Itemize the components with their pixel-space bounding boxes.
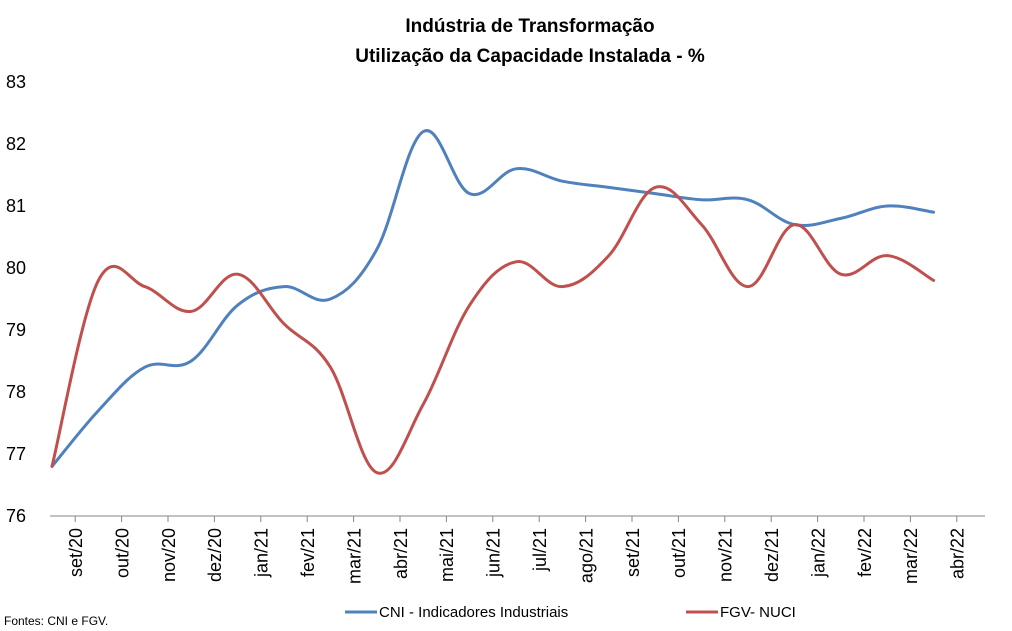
y-tick-label: 83: [6, 72, 26, 92]
x-tick-label: dez/21: [762, 528, 782, 582]
x-tick-label: set/20: [66, 528, 86, 577]
x-tick-label: fev/22: [855, 528, 875, 577]
legend-label-cni: CNI - Indicadores Industriais: [379, 604, 568, 621]
legend-item-cni: CNI - Indicadores Industriais: [345, 604, 568, 621]
x-tick-label: mar/22: [901, 528, 921, 584]
legend: CNI - Indicadores Industriais FGV- NUCI: [345, 604, 796, 621]
series-line-cni: [50, 129, 936, 468]
x-tick-label: abr/21: [391, 528, 411, 579]
x-tick-label: out/20: [112, 528, 132, 578]
y-tick-label: 79: [6, 320, 26, 340]
x-tick-label: jan/21: [252, 528, 272, 578]
x-tick-label: nov/20: [159, 528, 179, 582]
y-tick-label: 76: [6, 506, 26, 526]
x-axis: set/20 out/20 nov/20 dez/20 jan/21 fev/21 mar/…: [50, 515, 985, 584]
x-tick-label: jan/22: [808, 528, 828, 578]
x-tick-label: jun/21: [484, 528, 504, 578]
chart-subtitle: Utilização da Capacidade Instalada - %: [355, 46, 705, 67]
series-line-fgv: [50, 185, 936, 475]
y-tick-label: 77: [6, 444, 26, 464]
y-tick-label: 82: [6, 134, 26, 154]
x-tick-label: out/21: [669, 528, 689, 578]
x-tick-label: jul/21: [530, 528, 550, 572]
x-tick-label: mai/21: [437, 528, 457, 582]
y-tick-label: 81: [6, 196, 26, 216]
source-note: Fontes: CNI e FGV.: [4, 614, 108, 628]
x-tick-label: fev/21: [298, 528, 318, 577]
legend-item-fgv: FGV- NUCI: [686, 604, 796, 621]
y-tick-label: 80: [6, 258, 26, 278]
x-tick-label: abr/22: [948, 528, 968, 579]
y-tick-label: 78: [6, 382, 26, 402]
x-tick-label: set/21: [623, 528, 643, 577]
x-tick-label: ago/21: [576, 528, 596, 583]
chart-title: Indústria de Transformação: [405, 16, 654, 37]
x-tick-label: mar/21: [344, 528, 364, 584]
x-tick-label: nov/21: [716, 528, 736, 582]
y-axis: 76 77 78 79 80 81 82 83: [6, 72, 26, 526]
series-lines: [50, 129, 936, 475]
x-tick-label: dez/20: [205, 528, 225, 582]
legend-label-fgv: FGV- NUCI: [720, 604, 796, 621]
